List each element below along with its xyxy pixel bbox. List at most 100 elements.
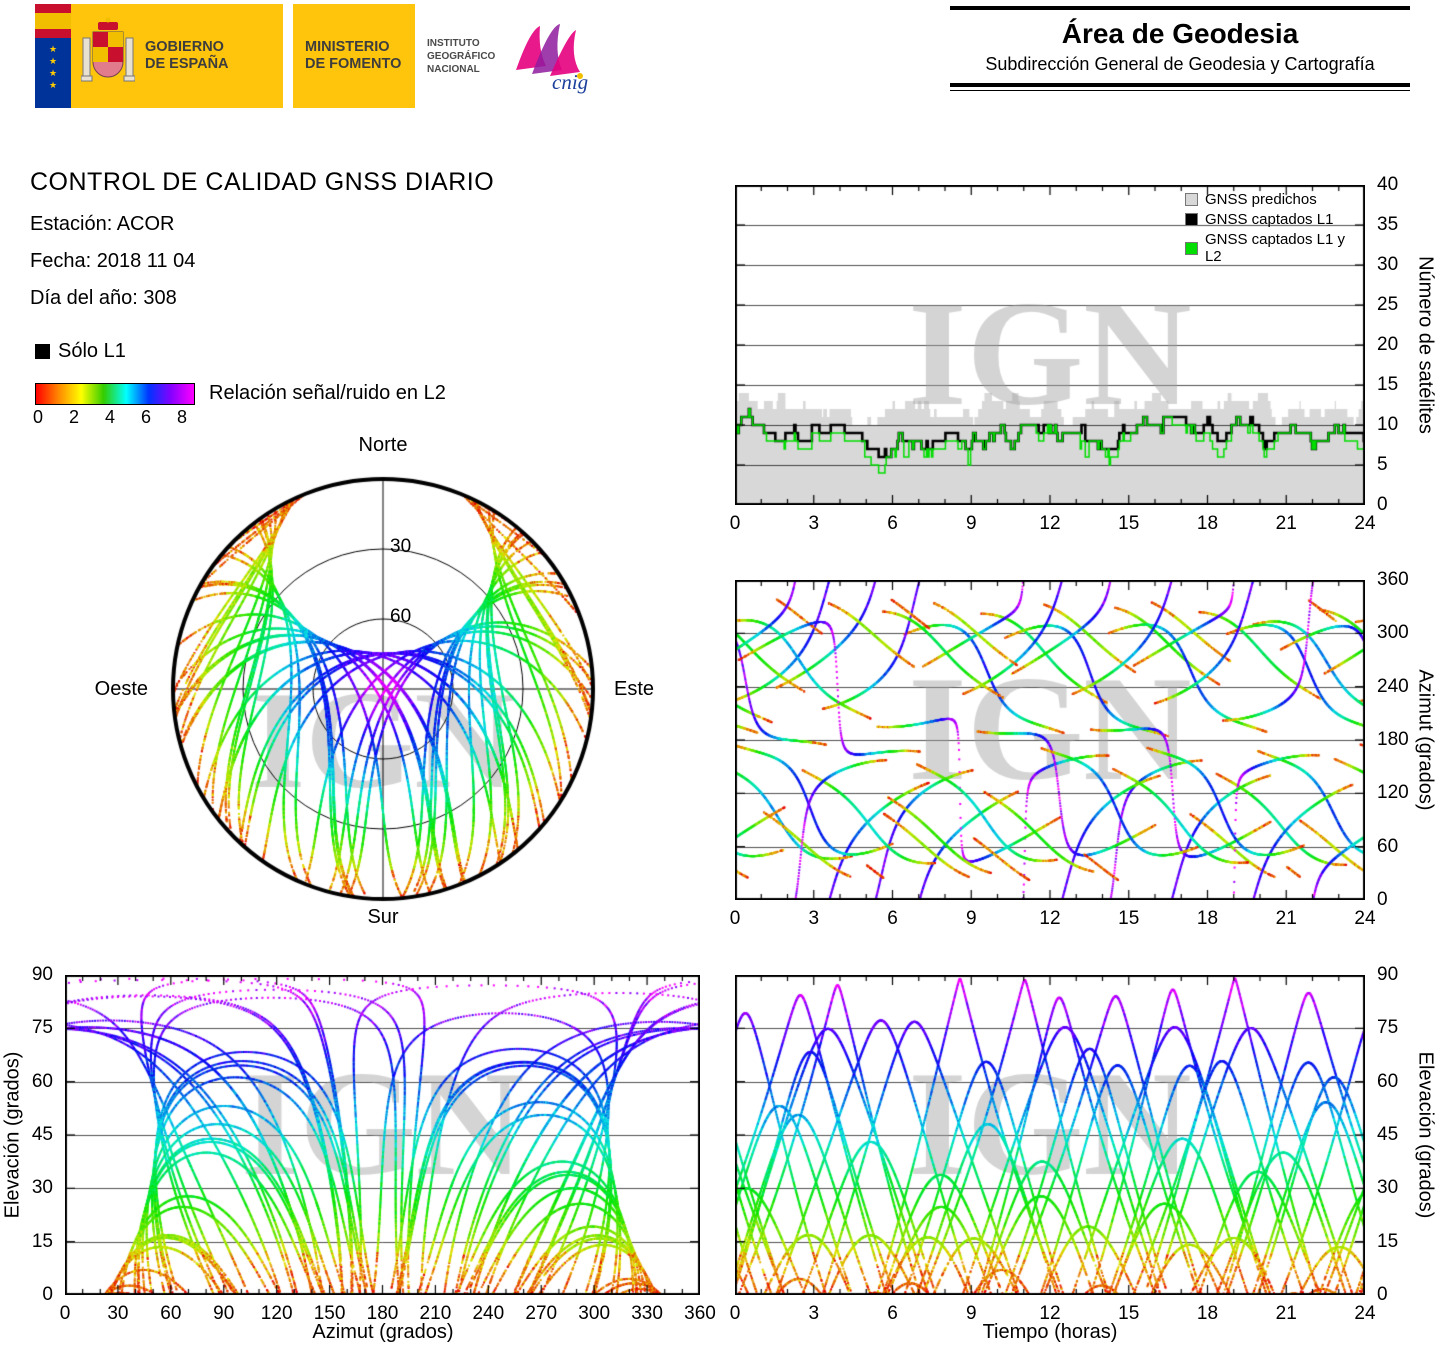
elevation-vs-azimuth-x-tick-0: 0 [59, 1303, 71, 1324]
satellite-count-canvas [735, 185, 1365, 505]
elevation-vs-time-y-tick-60: 60 [1377, 1070, 1399, 1092]
solo-l1-label: Sólo L1 [58, 340, 126, 362]
satellite-count-y-tick-10: 10 [1377, 414, 1399, 435]
snr-tick-2: 2 [68, 407, 80, 427]
sky-ring-label-60: 60 [390, 606, 412, 627]
elevation-vs-azimuth-x-tick-120: 120 [260, 1303, 293, 1324]
elevation-vs-azimuth-y-tick-45: 45 [31, 1124, 53, 1145]
elevation-vs-azimuth-y-tick-30: 30 [31, 1177, 53, 1199]
elevation-vs-time-y-tick-45: 45 [1377, 1124, 1399, 1145]
elevation-vs-time-x-tick-9: 9 [965, 1303, 977, 1324]
elevation-vs-azimuth-x-tick-90: 90 [213, 1303, 235, 1324]
instituto-geografico-label: INSTITUTO GEOGRÁFICO NACIONAL [415, 4, 505, 108]
elevation-vs-azimuth-x-tick-210: 210 [419, 1303, 452, 1324]
elevation-time-canvas [735, 975, 1365, 1295]
satellite-count-x-tick-3: 3 [808, 513, 820, 534]
satellite-count-x-tick-6: 6 [887, 513, 898, 534]
header-rule-top [950, 6, 1410, 10]
elevation-time-xlabel: Tiempo (horas) [982, 1321, 1118, 1343]
satellite-count-x-tick-0: 0 [729, 513, 741, 534]
satellite-count-y-tick-15: 15 [1377, 374, 1399, 395]
satellite-count-x-tick-9: 9 [965, 513, 977, 534]
gobierno-line2: DE ESPAÑA [145, 56, 229, 72]
snr-tick-4: 4 [104, 407, 116, 427]
elevation-azimuth-chart: Elevación (grados) Azimut (grados) 0 30 60… [2, 964, 716, 1343]
azimuth-vs-time-y-tick-120: 120 [1377, 782, 1409, 804]
elevation-vs-azimuth-x-tick-30: 30 [107, 1303, 129, 1324]
satellite-count-y-tick-20: 20 [1377, 334, 1399, 355]
ministerio-line1: MINISTERIO [305, 38, 390, 55]
azimuth-vs-time-x-tick-24: 24 [1354, 908, 1376, 929]
satellite-count-chart: Número de satélites GNSS predichos GNSS … [730, 174, 1437, 534]
snr-gradient-bar [35, 382, 195, 405]
gobierno-box: GOBIERNO DE ESPAÑA [71, 4, 283, 108]
azimuth-vs-time-y-tick-180: 180 [1377, 729, 1409, 750]
elevation-vs-azimuth-y-tick-60: 60 [31, 1070, 53, 1092]
snr-colorbar: Relación señal/ruido en L2 0 2 4 6 8 [32, 382, 446, 431]
flag-yellow-band [35, 13, 71, 29]
elevation-vs-time-x-tick-21: 21 [1275, 1303, 1297, 1324]
satellite-count-legend: GNSS predichos GNSS captados L1 GNSS cap… [1185, 191, 1365, 268]
legend-label-captados-l1: GNSS captados L1 [1205, 211, 1334, 228]
header-rule-bottom-thin [950, 90, 1410, 91]
elevation-vs-time-y-tick-0: 0 [1377, 1284, 1388, 1305]
sky-plot-canvas [150, 458, 616, 920]
azimuth-vs-time-y-tick-240: 240 [1377, 675, 1409, 697]
elevation-time-chart: Elevación (grados) Tiempo (horas) 0 3 6 9 12… [730, 964, 1437, 1343]
elevation-vs-time-x-tick-6: 6 [887, 1303, 898, 1324]
sky-label-east: Este [614, 678, 655, 700]
cnig-logo: cnig [505, 4, 601, 108]
spain-eu-flag-strip: ★ ★ ★ ★ [35, 4, 71, 108]
azimuth-vs-time-y-tick-360: 360 [1377, 569, 1409, 590]
elevation-vs-time-x-tick-12: 12 [1039, 1303, 1061, 1324]
elevation-vs-azimuth-x-tick-270: 270 [525, 1303, 558, 1324]
flag-red-band [35, 29, 71, 38]
sky-label-west: Oeste [94, 678, 148, 700]
report-title: CONTROL DE CALIDAD GNSS DIARIO [30, 168, 495, 196]
ministerio-line2: DE FOMENTO [305, 56, 402, 72]
satellite-count-x-tick-24: 24 [1354, 513, 1376, 534]
sky-label-north: Norte [358, 434, 408, 456]
snr-scale-ticks: 0 2 4 6 8 [32, 407, 215, 431]
legend-swatch-predichos [1185, 193, 1198, 206]
elevation-vs-time-x-tick-18: 18 [1196, 1303, 1219, 1324]
sky-plot: Norte Sur Oeste Este 30 60 [95, 434, 654, 944]
elevation-time-ylabel: Elevación (grados) [1414, 1051, 1437, 1219]
elevation-vs-azimuth-x-tick-180: 180 [366, 1303, 399, 1324]
elevation-vs-azimuth-x-tick-360: 360 [684, 1303, 716, 1324]
legend-swatch-captados-l1 [1185, 213, 1198, 226]
flag-red-band [35, 4, 71, 13]
solo-l1-swatch [35, 344, 50, 359]
satellite-count-x-tick-15: 15 [1118, 513, 1140, 534]
header-rule-bottom [950, 83, 1410, 87]
satellite-count-x-tick-12: 12 [1039, 513, 1061, 534]
ministerio-fomento-label: MINISTERIO DE FOMENTO [305, 39, 401, 73]
elevation-vs-time-y-tick-90: 90 [1377, 964, 1399, 985]
elevation-vs-azimuth-x-tick-330: 330 [631, 1303, 663, 1324]
satellite-count-y-tick-30: 30 [1377, 254, 1399, 275]
legend-swatch-captados-l1-l2 [1185, 241, 1198, 255]
legend-label-predichos: GNSS predichos [1205, 191, 1317, 208]
elevation-vs-time-x-tick-15: 15 [1118, 1303, 1140, 1324]
gobierno-line1: GOBIERNO [145, 38, 224, 55]
elevation-vs-time-y-tick-30: 30 [1377, 1177, 1399, 1199]
azimuth-time-canvas [735, 580, 1365, 900]
snr-tick-8: 8 [176, 407, 188, 427]
snr-tick-0: 0 [32, 407, 44, 427]
gobierno-espana-label: GOBIERNO DE ESPAÑA [145, 39, 229, 73]
eu-stars-strip: ★ ★ ★ ★ [35, 38, 71, 108]
elevation-vs-time-x-tick-3: 3 [808, 1303, 820, 1324]
satellite-count-x-tick-21: 21 [1275, 513, 1297, 534]
satellite-count-x-tick-18: 18 [1196, 513, 1219, 534]
azimuth-vs-time-x-tick-15: 15 [1118, 908, 1140, 929]
elevation-vs-azimuth-x-tick-240: 240 [472, 1303, 505, 1324]
sky-ring-label-30: 30 [390, 536, 412, 557]
report-date: Fecha: 2018 11 04 [30, 250, 196, 272]
azimuth-vs-time-x-tick-0: 0 [729, 908, 741, 929]
azimuth-vs-time-x-tick-12: 12 [1039, 908, 1061, 929]
azimuth-vs-time-x-tick-3: 3 [808, 908, 820, 929]
azimuth-vs-time-y-tick-60: 60 [1377, 835, 1399, 857]
elevation-vs-time-x-tick-24: 24 [1354, 1303, 1376, 1324]
legend-row-captados-l1: GNSS captados L1 [1185, 211, 1365, 228]
satellite-count-y-tick-0: 0 [1377, 494, 1388, 515]
